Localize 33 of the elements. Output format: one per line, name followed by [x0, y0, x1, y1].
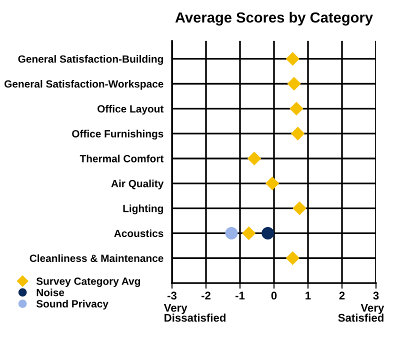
point: [242, 226, 256, 240]
legend-label: Sound Privacy: [36, 300, 108, 310]
point: [292, 202, 306, 215]
y-tick-label: Thermal Comfort: [80, 154, 164, 162]
point: [262, 226, 274, 240]
y-tick-label: General Satisfaction-Building: [18, 55, 163, 65]
text: Very Satisfied: [338, 304, 384, 322]
point: [290, 102, 304, 116]
y-tick-label: Office Layout: [98, 104, 164, 115]
y-tick-label: Lighting: [123, 204, 163, 214]
x-tick-label: 2: [339, 292, 345, 300]
y-tick-label: Acoustics: [114, 229, 164, 238]
x-tick-label: -2: [201, 292, 210, 300]
point: [291, 126, 304, 140]
legend-label: Noise: [36, 288, 64, 296]
x-tick-label: 3: [373, 292, 379, 300]
x-tick-label: 0: [271, 292, 277, 300]
x-tick-label: 1: [306, 292, 311, 300]
x-tick-label: -3: [167, 292, 177, 300]
legend-label: Survey Category Avg: [36, 278, 140, 288]
text: Very Dissatisfied: [164, 304, 226, 322]
point: [248, 152, 261, 166]
x-tick-label: -1: [235, 292, 245, 300]
y-tick-label: Cleanliness & Maintenance: [30, 254, 164, 262]
point: [286, 252, 300, 265]
y-tick-label: Office Furnishings: [72, 130, 164, 140]
y-tick-label: Air Quality: [111, 180, 164, 190]
point: [287, 77, 301, 90]
point: [266, 176, 279, 190]
point: [286, 52, 300, 66]
y-tick-label: General Satisfaction-Workspace: [4, 80, 164, 90]
point: [225, 226, 238, 240]
chart-title: Average Scores by Category: [175, 12, 373, 26]
